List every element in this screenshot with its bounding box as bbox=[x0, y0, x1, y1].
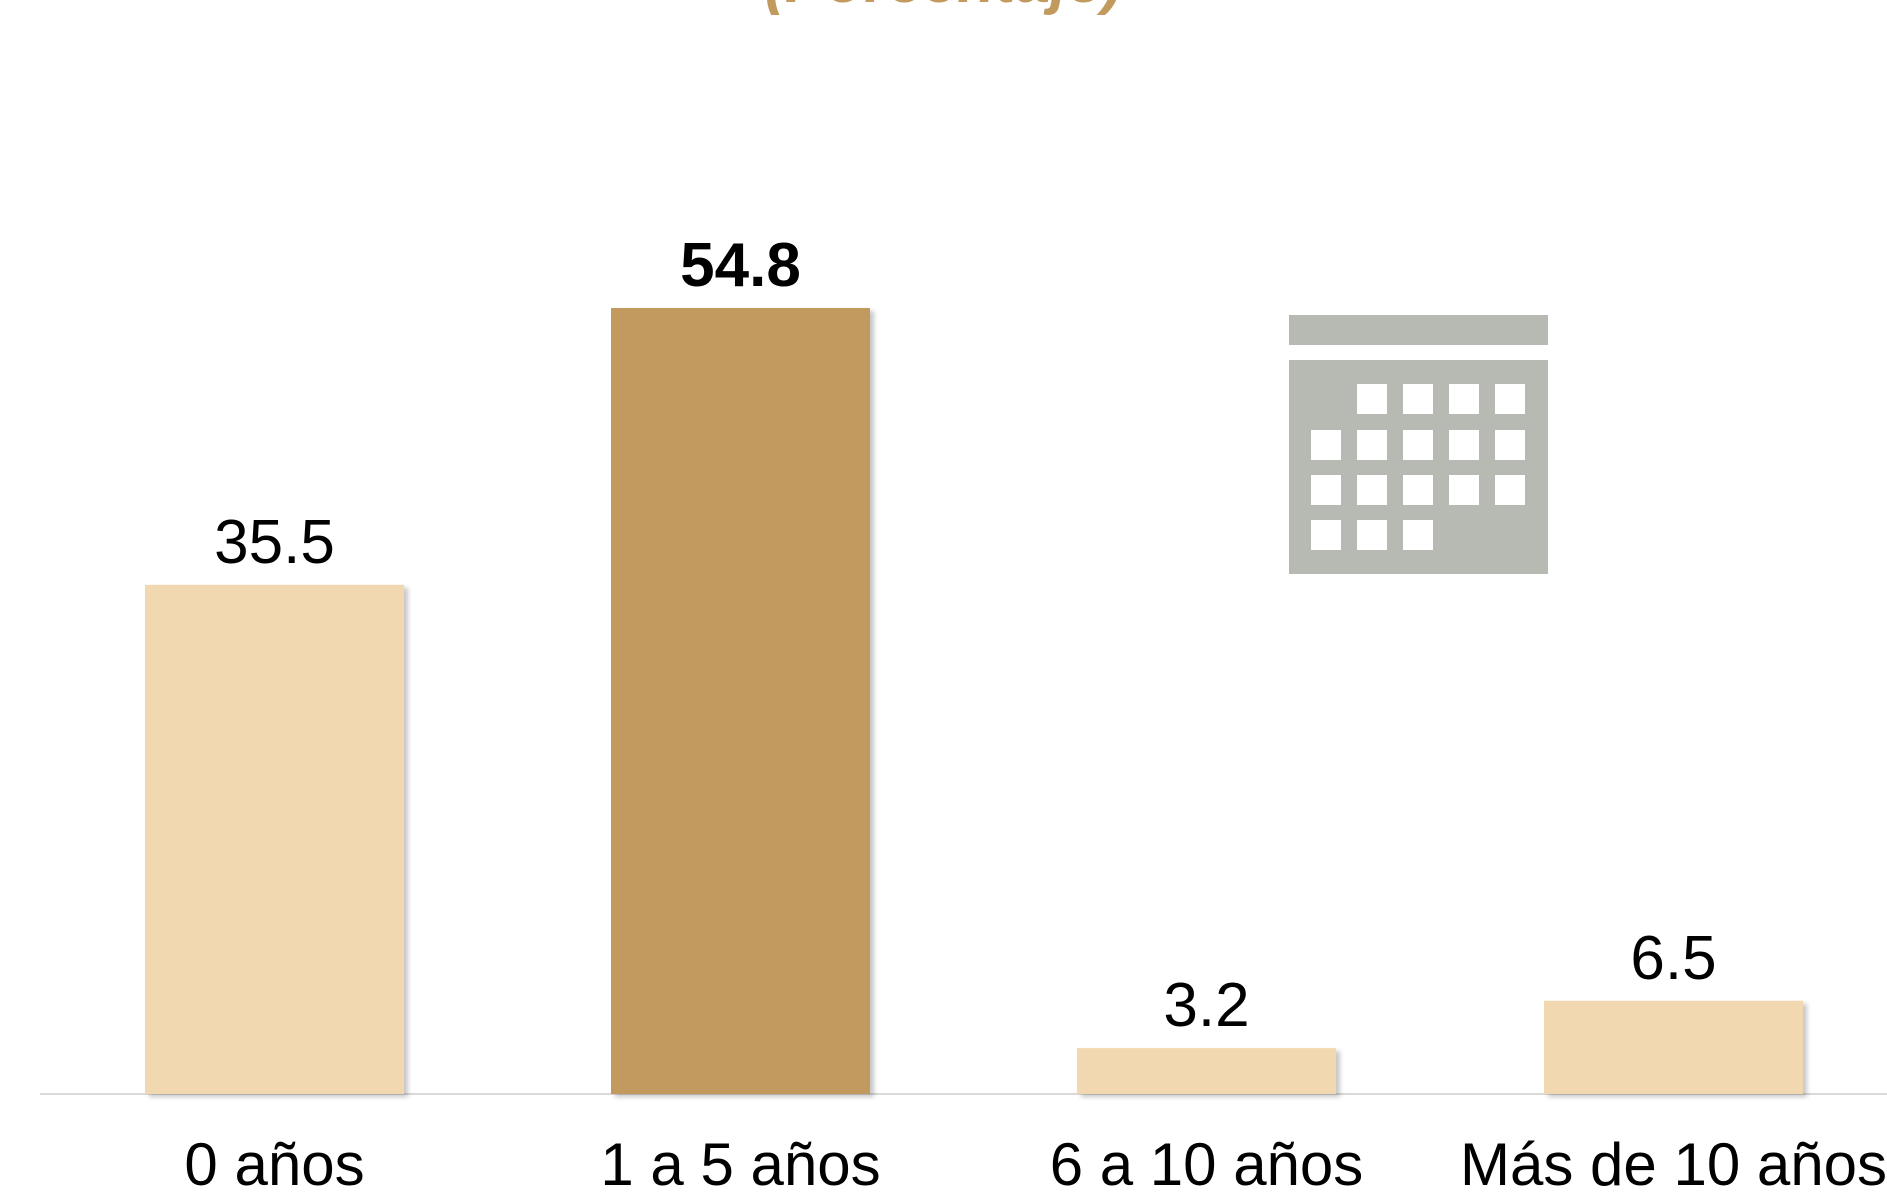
calendar-cell bbox=[1495, 475, 1525, 505]
calendar-cell bbox=[1357, 430, 1387, 460]
bar-1 bbox=[611, 308, 870, 1094]
data-label-3: 6.5 bbox=[1630, 924, 1716, 993]
bar-3 bbox=[1544, 1000, 1803, 1094]
labels-layer: 35.5 54.8 3.2 6.5 bbox=[214, 231, 1716, 1040]
data-label-0: 35.5 bbox=[214, 508, 335, 577]
calendar-cell bbox=[1495, 384, 1525, 414]
bars-layer bbox=[145, 308, 1803, 1094]
category-label-3: Más de 10 años bbox=[1460, 1131, 1887, 1193]
calendar-cell bbox=[1357, 475, 1387, 505]
bar-0 bbox=[145, 584, 404, 1094]
category-label-2: 6 a 10 años bbox=[1050, 1131, 1364, 1193]
calendar-cell bbox=[1449, 384, 1479, 414]
calendar-cell bbox=[1403, 430, 1433, 460]
data-label-1: 54.8 bbox=[680, 231, 801, 300]
calendar-cell bbox=[1357, 384, 1387, 414]
calendar-cell bbox=[1403, 384, 1433, 414]
calendar-cell bbox=[1311, 475, 1341, 505]
chart-subtitle: (Porcentaje) bbox=[0, 0, 1887, 13]
calendar-cell bbox=[1449, 475, 1479, 505]
data-label-2: 3.2 bbox=[1163, 971, 1249, 1040]
bar-2 bbox=[1077, 1048, 1336, 1094]
category-label-1: 1 a 5 años bbox=[600, 1131, 880, 1193]
calendar-icon bbox=[1289, 315, 1548, 574]
category-labels-layer: 0 años 1 a 5 años 6 a 10 años Más de 10 año… bbox=[184, 1131, 1887, 1193]
category-label-0: 0 años bbox=[184, 1131, 364, 1193]
calendar-cell bbox=[1495, 430, 1525, 460]
calendar-cell bbox=[1357, 520, 1387, 550]
calendar-cell bbox=[1311, 430, 1341, 460]
calendar-cell bbox=[1311, 520, 1341, 550]
calendar-cell bbox=[1449, 430, 1479, 460]
calendar-cell bbox=[1403, 520, 1433, 550]
calendar-cell bbox=[1403, 475, 1433, 505]
